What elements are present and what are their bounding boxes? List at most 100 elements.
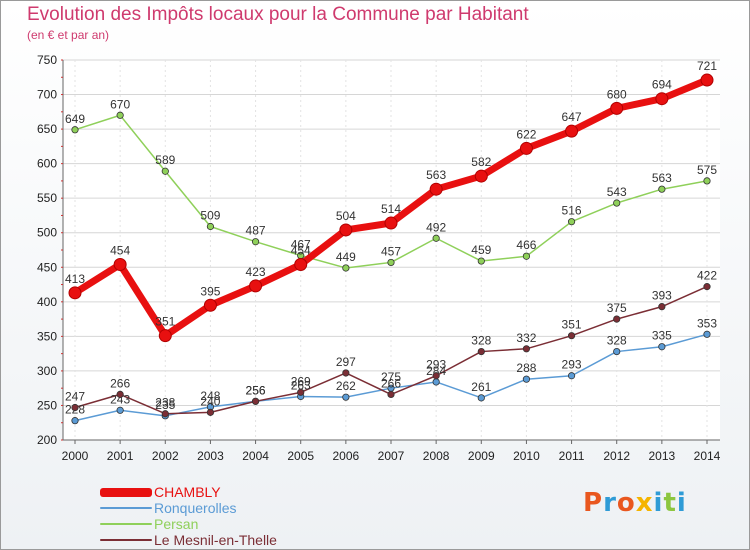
data-label: 353 <box>697 316 717 330</box>
data-point <box>703 330 711 338</box>
data-point <box>432 378 440 386</box>
data-point <box>474 169 488 183</box>
x-tick-label: 2009 <box>468 449 495 463</box>
data-label: 543 <box>607 185 627 199</box>
data-point <box>655 92 669 106</box>
data-label: 459 <box>471 243 491 257</box>
chart-subtitle: (en € et par an) <box>27 28 110 42</box>
data-point <box>567 218 576 226</box>
data-label: 293 <box>426 358 446 372</box>
data-point <box>522 252 531 260</box>
x-tick-label: 2008 <box>423 449 450 463</box>
data-label: 351 <box>155 315 175 329</box>
data-label: 492 <box>426 220 446 234</box>
y-tick-label: 500 <box>37 226 57 240</box>
data-label: 582 <box>471 155 491 169</box>
data-label: 422 <box>697 269 717 283</box>
data-label: 243 <box>110 392 130 406</box>
data-point <box>342 369 350 377</box>
data-label: 395 <box>200 284 220 298</box>
data-point <box>522 375 531 383</box>
data-point <box>477 347 485 356</box>
data-point <box>429 182 443 196</box>
data-label: 457 <box>381 244 401 258</box>
x-tick-label: 2011 <box>559 449 585 463</box>
data-label: 256 <box>246 383 266 397</box>
data-point <box>703 283 711 291</box>
data-label: 449 <box>336 250 356 264</box>
data-label: 575 <box>697 163 717 177</box>
x-tick-label: 2002 <box>152 449 179 463</box>
proxiti-logo: Proxiti <box>583 488 687 518</box>
data-point <box>477 257 485 265</box>
data-point <box>432 372 440 380</box>
data-point <box>432 234 440 242</box>
data-point <box>342 393 350 401</box>
data-label: 266 <box>110 376 130 390</box>
data-point <box>294 258 308 272</box>
x-tick-label: 2012 <box>603 449 630 463</box>
data-label: 293 <box>562 358 582 372</box>
data-label: 466 <box>516 238 536 252</box>
data-point <box>203 298 217 312</box>
data-label: 649 <box>65 112 85 126</box>
data-label: 288 <box>516 361 536 375</box>
data-label: 516 <box>562 204 582 218</box>
legend-swatch <box>100 539 152 541</box>
data-label: 563 <box>426 168 446 182</box>
y-tick-label: 700 <box>37 88 57 102</box>
x-tick-label: 2005 <box>287 449 314 463</box>
x-tick-label: 2000 <box>62 449 89 463</box>
data-point <box>613 315 621 323</box>
data-point <box>249 279 263 293</box>
x-tick-label: 2010 <box>513 449 540 463</box>
legend-label: Le Mesnil-en-Thelle <box>154 532 277 548</box>
legend-swatch <box>100 507 152 509</box>
data-point <box>113 258 127 272</box>
data-label: 262 <box>336 379 356 393</box>
data-point <box>519 141 533 155</box>
data-label: 487 <box>246 224 266 238</box>
data-point <box>703 177 711 185</box>
data-label: 269 <box>291 374 311 388</box>
data-label: 454 <box>110 244 130 258</box>
data-point <box>251 397 260 405</box>
data-point <box>161 167 169 175</box>
data-label: 680 <box>607 87 627 101</box>
data-label: 335 <box>652 329 672 343</box>
data-point <box>567 332 576 340</box>
data-point <box>116 111 124 119</box>
x-tick-label: 2013 <box>649 449 676 463</box>
data-point <box>116 390 124 398</box>
x-tick-label: 2006 <box>333 449 360 463</box>
data-point <box>342 264 350 272</box>
legend-label: Ronquerolles <box>154 500 237 516</box>
y-tick-label: 550 <box>37 191 57 205</box>
data-label: 332 <box>516 331 536 345</box>
data-label: 563 <box>652 171 672 185</box>
data-point <box>610 101 624 115</box>
data-label: 328 <box>471 334 491 348</box>
data-point <box>658 303 666 311</box>
data-label: 393 <box>652 289 672 303</box>
data-label: 423 <box>246 265 266 279</box>
data-label: 328 <box>607 334 627 348</box>
data-point <box>71 417 79 425</box>
data-label: 297 <box>336 355 356 369</box>
data-point <box>387 258 395 267</box>
data-label: 261 <box>471 380 491 394</box>
data-label: 351 <box>562 318 582 332</box>
data-label: 504 <box>336 209 356 223</box>
y-tick-label: 450 <box>37 260 57 274</box>
data-label: 467 <box>291 238 311 252</box>
y-tick-label: 200 <box>37 433 57 447</box>
data-point <box>567 372 576 380</box>
data-point <box>71 126 79 134</box>
legend-swatch <box>100 488 152 497</box>
data-label: 238 <box>155 396 175 410</box>
data-label: 694 <box>652 78 672 92</box>
data-point <box>206 408 215 416</box>
data-label: 721 <box>697 59 717 73</box>
data-point <box>158 329 172 343</box>
data-point <box>206 222 215 231</box>
